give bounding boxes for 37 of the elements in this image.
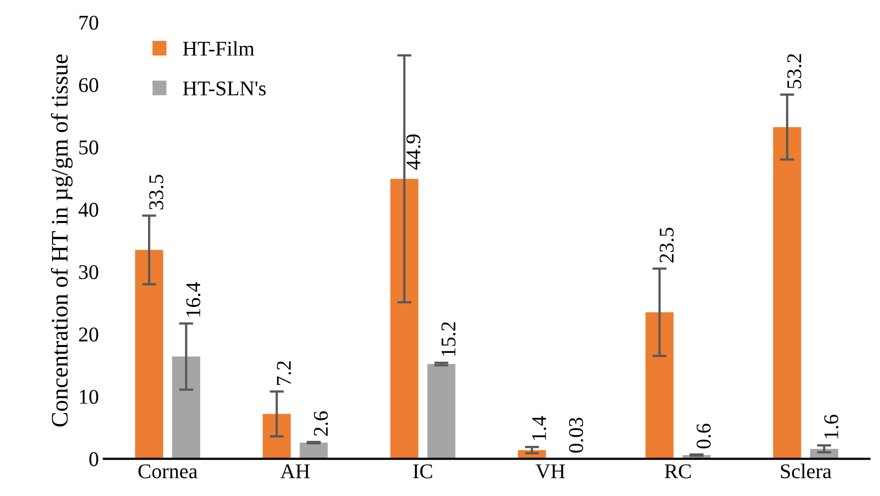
data-label: 2.6: [314, 411, 328, 436]
x-tick-label: IC: [413, 464, 432, 478]
x-tick-label: VH: [536, 464, 565, 478]
data-label: 33.5: [149, 174, 164, 210]
data-label: 44.9: [406, 134, 420, 170]
y-axis-title: Concentration of HT in µg/gm of tissue: [50, 54, 73, 427]
data-label: 1.4: [532, 416, 546, 440]
bar: [262, 414, 291, 459]
y-tick-label: 70: [80, 16, 98, 30]
y-tick-label: 50: [79, 140, 98, 154]
data-label: 15.2: [441, 322, 456, 356]
data-label: 23.5: [660, 228, 674, 262]
y-tick-label: 10: [80, 390, 98, 404]
y-tick-label: 40: [78, 202, 98, 217]
legend-label: HT-Film: [182, 41, 254, 56]
y-tick-label: 30: [79, 265, 98, 280]
bar: [300, 442, 328, 459]
data-label: 0.03: [569, 418, 584, 453]
bar: [172, 356, 200, 459]
x-tick-label: Cornea: [138, 464, 198, 478]
x-tick-label: AH: [280, 464, 310, 478]
y-tick-label: 0: [89, 452, 98, 466]
bar: [773, 127, 802, 459]
data-label: 16.4: [186, 282, 200, 316]
bar: [135, 250, 164, 459]
x-tick-label: Sclera: [781, 464, 832, 478]
y-tick-label: 60: [79, 78, 98, 92]
data-label: 7.2: [276, 361, 291, 385]
data-label: 0.6: [696, 424, 711, 448]
legend-label: HT-SLN's: [182, 81, 266, 96]
data-label: 1.6: [824, 414, 838, 438]
bar: [646, 312, 674, 459]
data-label: 53.2: [787, 54, 802, 88]
x-tick-label: RC: [664, 464, 691, 478]
y-tick-label: 20: [79, 327, 98, 342]
bar: [427, 364, 456, 459]
bar: [390, 178, 418, 459]
